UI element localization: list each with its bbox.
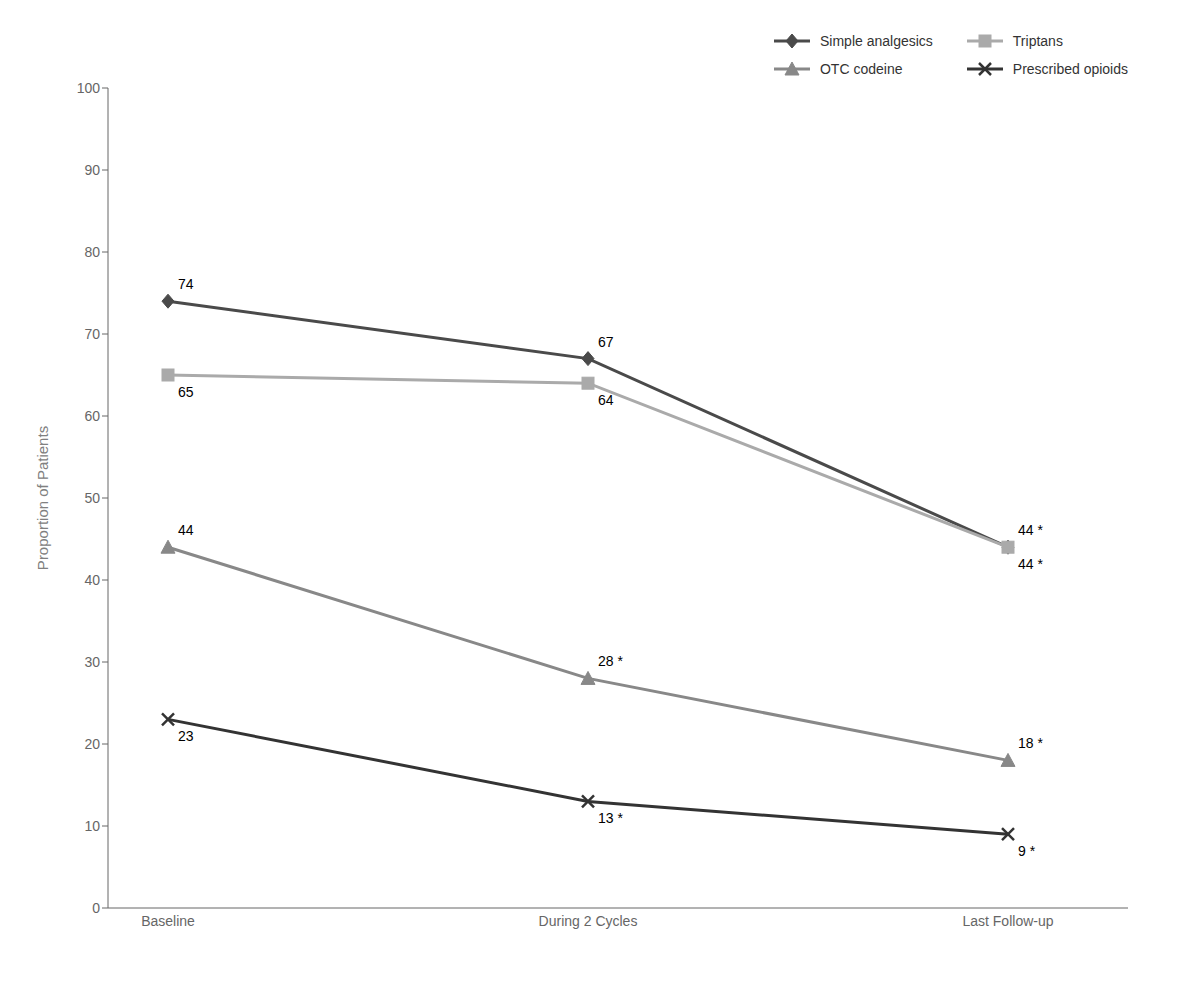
svg-text:90: 90 [84, 162, 100, 178]
html-text:OTC codeine: OTC codeine [820, 61, 903, 77]
svg-text:Baseline: Baseline [141, 913, 195, 929]
svg-text:44: 44 [178, 522, 194, 538]
svg-text:40: 40 [84, 572, 100, 588]
svg-text:70: 70 [84, 326, 100, 342]
svg-text:80: 80 [84, 244, 100, 260]
svg-text:13 *: 13 * [598, 810, 623, 826]
svg-text:20: 20 [84, 736, 100, 752]
svg-text:18 *: 18 * [1018, 735, 1043, 751]
svg-text:100: 100 [77, 80, 101, 96]
svg-text:30: 30 [84, 654, 100, 670]
svg-text:44 *: 44 * [1018, 556, 1043, 572]
svg-text:64: 64 [598, 392, 614, 408]
svg-text:During 2 Cycles: During 2 Cycles [539, 913, 638, 929]
svg-text:23: 23 [178, 728, 194, 744]
svg-text:65: 65 [178, 384, 194, 400]
svg-text:28 *: 28 * [598, 653, 623, 669]
svg-text:0: 0 [92, 900, 100, 916]
svg-text:44 *: 44 * [1018, 522, 1043, 538]
svg-text:60: 60 [84, 408, 100, 424]
svg-text:10: 10 [84, 818, 100, 834]
svg-text:67: 67 [598, 334, 614, 350]
html-text:Triptans: Triptans [1012, 33, 1063, 49]
html-text:Simple analgesics: Simple analgesics [820, 33, 933, 49]
svg-text:50: 50 [84, 490, 100, 506]
svg-text:9 *: 9 * [1018, 843, 1036, 859]
svg-text:Last Follow-up: Last Follow-up [962, 913, 1053, 929]
svg-text:Proportion of Patients: Proportion of Patients [34, 426, 51, 570]
html-text:Prescribed opioids: Prescribed opioids [1012, 61, 1128, 77]
svg-text:74: 74 [178, 276, 194, 292]
